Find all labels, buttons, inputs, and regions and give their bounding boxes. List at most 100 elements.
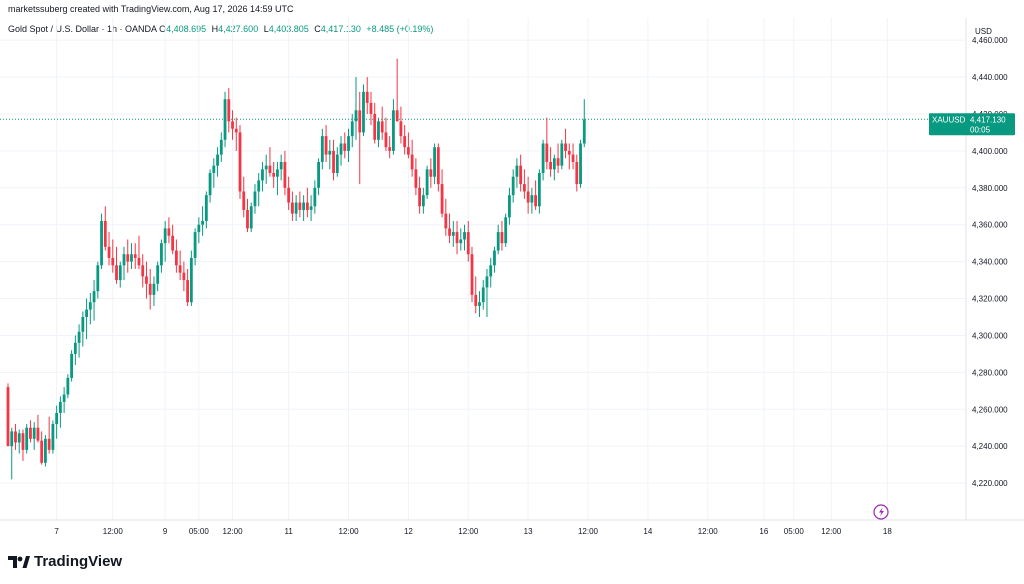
close-label: C — [314, 24, 321, 34]
symbol-name[interactable]: Gold Spot / U.S. Dollar · 1h · OANDA — [8, 24, 157, 34]
candle-body — [508, 195, 511, 218]
price-axis[interactable]: 4,220.000 4,240.000 4,260.000 4,280.000 4,30… — [972, 36, 1008, 488]
candle — [564, 128, 567, 159]
candle-body — [309, 206, 313, 210]
x-tick-label: 16 — [759, 527, 768, 536]
candle — [571, 143, 575, 170]
candle — [403, 125, 407, 155]
candle-body — [47, 438, 51, 450]
candle — [526, 176, 530, 214]
candle — [537, 169, 541, 214]
candle — [290, 191, 294, 222]
candle — [100, 213, 103, 269]
candle — [515, 158, 519, 188]
candle — [156, 261, 160, 292]
currency-label: USD — [975, 27, 992, 36]
candle-body — [276, 169, 279, 177]
candle-body — [567, 150, 571, 155]
candle-body — [440, 184, 444, 214]
candle — [436, 143, 440, 192]
candle — [40, 431, 44, 465]
candle-body — [466, 232, 470, 255]
candle-body — [111, 257, 115, 266]
candle-body — [425, 169, 429, 196]
candle-body — [335, 154, 339, 174]
x-tick-label: 12:00 — [821, 527, 842, 536]
candle-body — [44, 438, 47, 463]
candle-body — [358, 110, 362, 133]
candle — [58, 396, 62, 428]
candle — [193, 228, 197, 266]
candle — [347, 128, 350, 162]
candle-body — [317, 161, 320, 188]
candle-body — [305, 202, 309, 210]
candle — [332, 139, 335, 181]
candle — [130, 243, 133, 269]
candle — [328, 139, 332, 170]
candle-body — [171, 235, 175, 251]
candle-body — [313, 187, 317, 207]
candle-body — [103, 221, 107, 247]
time-axis[interactable]: 7 12:00 9 05:00 12:00 11 12:00 12 12:00 13 12:00 14… — [54, 527, 892, 536]
candle — [25, 424, 29, 454]
candle — [133, 243, 137, 269]
candle — [470, 246, 474, 303]
candle-body — [362, 91, 365, 133]
candle-body — [264, 165, 268, 170]
candle-body — [219, 139, 223, 155]
candle — [212, 158, 216, 188]
candles — [6, 58, 586, 480]
candle-body — [448, 228, 451, 236]
candle-body — [552, 158, 556, 170]
candle-body — [444, 213, 448, 229]
candle-body — [208, 173, 212, 196]
candle — [219, 132, 223, 162]
candle — [88, 292, 92, 325]
candle-body — [504, 217, 508, 244]
x-tick-label: 12:00 — [223, 527, 244, 536]
candle — [145, 261, 148, 299]
price-tag-ticker: XAUUSD — [932, 115, 966, 124]
candle — [429, 158, 433, 188]
y-tick-label: 4,220.000 — [972, 479, 1008, 488]
replay-icon[interactable] — [873, 504, 889, 520]
candle — [560, 139, 564, 170]
candle — [197, 217, 201, 244]
tradingview-logo-icon — [8, 555, 30, 568]
candle — [174, 239, 178, 273]
candle-body — [474, 294, 478, 306]
candle — [343, 132, 347, 159]
candle — [279, 154, 283, 181]
y-tick-label: 4,340.000 — [972, 258, 1008, 267]
candle-body — [403, 136, 407, 148]
candle — [85, 298, 88, 340]
y-tick-label: 4,400.000 — [972, 147, 1008, 156]
candle-body — [126, 254, 130, 262]
open-label: O — [159, 24, 167, 34]
candle — [126, 239, 130, 273]
candle — [118, 261, 122, 288]
candle — [268, 147, 272, 177]
candle — [246, 198, 249, 233]
candle-body — [201, 221, 204, 225]
candle — [21, 429, 25, 461]
candle — [227, 88, 231, 133]
candle — [10, 427, 14, 480]
candle — [115, 246, 118, 284]
candle-body — [21, 433, 25, 450]
candle — [17, 429, 21, 454]
brand[interactable]: TradingView — [8, 553, 122, 570]
candle-body — [463, 232, 466, 240]
candle — [369, 91, 373, 126]
x-tick-label: 18 — [883, 527, 892, 536]
candle — [373, 102, 377, 144]
candle-body — [283, 161, 287, 188]
candle-body — [418, 187, 422, 207]
brand-name: TradingView — [34, 553, 123, 570]
candle — [29, 420, 32, 443]
candle-body — [287, 187, 291, 203]
x-tick-label: 05:00 — [189, 527, 210, 536]
candle — [6, 383, 10, 447]
candle-body — [122, 254, 126, 266]
